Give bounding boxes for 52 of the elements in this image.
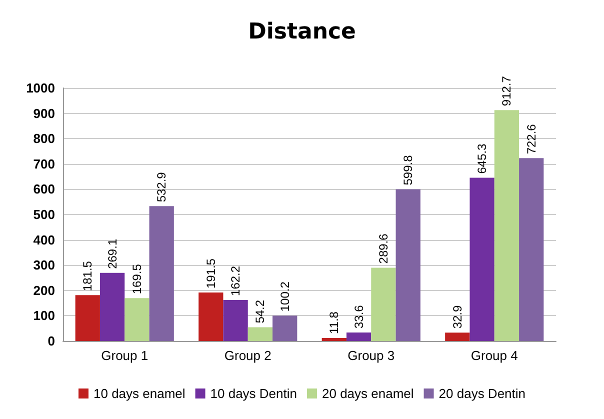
data-label: 191.5 xyxy=(204,258,218,289)
data-label: 33.6 xyxy=(352,304,366,328)
x-tick-label: Group 1 xyxy=(101,348,148,363)
data-label: 912.7 xyxy=(500,76,514,106)
y-tick-label: 500 xyxy=(33,207,55,222)
data-label: 54.2 xyxy=(253,300,268,324)
legend-label: 10 days enamel xyxy=(94,386,186,401)
data-label: 169.5 xyxy=(130,264,144,294)
data-label: 289.6 xyxy=(376,233,390,264)
bar xyxy=(346,332,372,341)
bar xyxy=(519,158,544,341)
data-label: 162.2 xyxy=(228,266,243,296)
legend-label: 20 days enamel xyxy=(322,386,414,401)
bar xyxy=(470,178,494,341)
y-tick-label: 900 xyxy=(33,106,55,121)
bar xyxy=(149,206,174,341)
data-label: 269.1 xyxy=(105,238,120,269)
x-tick-label: Group 4 xyxy=(470,348,518,363)
data-label: 645.3 xyxy=(475,143,490,174)
bar xyxy=(396,189,420,341)
data-label: 532.9 xyxy=(154,172,169,202)
data-label: 100.2 xyxy=(278,281,292,312)
y-tick-label: 100 xyxy=(33,308,55,324)
data-label: 11.8 xyxy=(327,311,342,334)
bar xyxy=(371,268,396,341)
y-tick-label: 1000 xyxy=(26,80,55,96)
bar xyxy=(494,110,520,341)
bar xyxy=(198,292,224,341)
bar xyxy=(322,338,346,341)
data-label: 599.8 xyxy=(401,154,416,186)
data-label: 181.5 xyxy=(80,260,95,292)
y-tick-label: 300 xyxy=(33,258,55,273)
bar xyxy=(223,300,248,341)
y-tick-label: 0 xyxy=(48,334,55,348)
legend-label: 10 days Dentin xyxy=(210,386,298,401)
bar xyxy=(124,298,150,341)
y-tick-label: 200 xyxy=(33,282,55,298)
bar xyxy=(272,316,298,341)
chart-title: Distance xyxy=(248,20,356,44)
data-label: 722.6 xyxy=(524,124,538,154)
legend-label: 20 days Dentin xyxy=(438,386,526,401)
y-tick-label: 400 xyxy=(33,232,55,248)
data-label: 32.9 xyxy=(450,304,464,329)
bar xyxy=(248,327,273,341)
x-tick-label: Group 3 xyxy=(348,348,395,363)
bar xyxy=(75,295,100,341)
x-tick-label: Group 2 xyxy=(224,348,272,363)
y-tick-label: 800 xyxy=(33,131,55,146)
bar xyxy=(445,332,470,341)
bar xyxy=(100,272,125,341)
y-tick-label: 600 xyxy=(33,182,55,197)
y-tick-label: 700 xyxy=(33,156,55,172)
